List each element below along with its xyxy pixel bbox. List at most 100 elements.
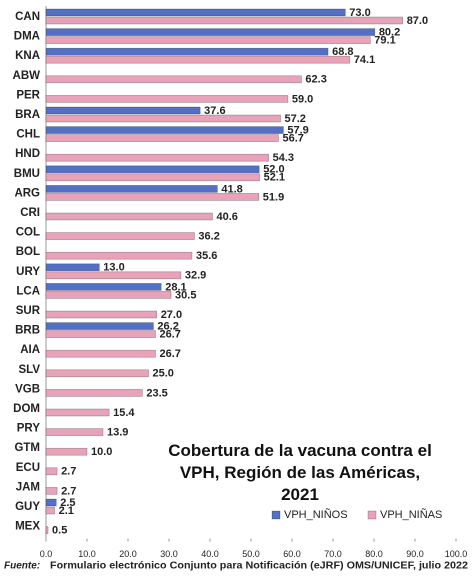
bar [45, 153, 269, 162]
value-label: 10.0 [91, 446, 112, 458]
bar [45, 55, 351, 64]
y-tick-label: AIA [20, 344, 40, 356]
value-label: 52.0 [263, 164, 284, 176]
bar [45, 251, 193, 260]
value-label: 2.7 [61, 485, 76, 497]
value-label: 73.0 [349, 7, 370, 19]
source-label: Fuente: [4, 561, 40, 572]
bar [45, 28, 376, 36]
x-tick-label: 50.0 [242, 549, 260, 559]
y-tick-label: SLV [18, 364, 40, 376]
bar [45, 75, 302, 84]
y-tick-label: URY [16, 266, 40, 278]
x-tick-label: 60.0 [283, 549, 301, 559]
bar [45, 134, 279, 142]
y-tick-label: DOM [13, 403, 40, 415]
source: Formulario electrónico Conjunto para Not… [50, 561, 468, 572]
bar [45, 408, 110, 417]
value-label: 27.0 [161, 309, 182, 321]
bar [45, 126, 284, 134]
value-label: 26.7 [159, 329, 180, 341]
bar [45, 271, 182, 280]
value-label: 0.5 [52, 525, 67, 537]
x-tick-label: 80.0 [365, 549, 383, 559]
value-label: 68.8 [332, 46, 353, 58]
value-label: 52.1 [264, 172, 285, 184]
bar [45, 36, 371, 44]
value-label: 59.0 [292, 93, 313, 105]
value-label: 37.6 [204, 105, 225, 117]
y-tick-label: COL [16, 227, 40, 239]
bar [45, 173, 260, 182]
bar [45, 291, 172, 299]
bar [45, 428, 104, 436]
y-tick-label: SUR [16, 305, 41, 317]
value-label: 56.7 [282, 133, 303, 145]
legend-swatch [367, 510, 377, 520]
bar [45, 330, 156, 338]
bar [45, 447, 88, 456]
bar [45, 95, 289, 103]
bar [45, 8, 346, 17]
value-label: 15.4 [113, 407, 135, 419]
value-label: 51.9 [263, 191, 284, 203]
bar [45, 232, 195, 240]
y-tick-label: JAM [16, 481, 40, 493]
x-tick-label: 10.0 [78, 549, 96, 559]
bar [45, 106, 201, 115]
bar [45, 506, 55, 515]
y-tick-label: MEX [15, 521, 40, 533]
x-tick-label: 40.0 [201, 549, 219, 559]
y-tick-label: GUY [15, 501, 40, 513]
value-label: 41.8 [221, 183, 242, 195]
bar [45, 263, 100, 272]
bar [45, 212, 213, 221]
y-tick-label: ABW [13, 70, 41, 82]
y-tick-label: PRY [17, 423, 41, 435]
chart-title: Cobertura de la vacuna contra el VPH, Re… [168, 441, 432, 504]
value-label: 28.1 [165, 281, 186, 293]
bar [45, 193, 260, 201]
bar [45, 389, 143, 397]
y-tick-label: BRB [15, 325, 40, 337]
value-label: 80.2 [379, 27, 400, 39]
bar [45, 322, 154, 330]
x-tick-label: 70.0 [324, 549, 342, 559]
value-label: 26.7 [159, 348, 180, 360]
bar [45, 369, 149, 378]
y-tick-label: HND [15, 148, 40, 160]
value-label: 62.3 [305, 74, 326, 86]
bar [45, 467, 58, 476]
x-tick-label: 20.0 [119, 549, 137, 559]
y-tick-label: LCA [16, 285, 40, 297]
y-tick-label: KNA [15, 50, 40, 62]
value-label: 35.6 [196, 250, 217, 262]
value-label: 2.5 [60, 497, 75, 509]
y-tick-label: CRI [20, 207, 40, 219]
value-label: 30.5 [175, 289, 196, 301]
legend-label: VPH_NIÑAS [380, 508, 442, 521]
value-label: 36.2 [198, 231, 219, 243]
bar [45, 310, 157, 319]
y-tick-label: DMA [14, 31, 40, 43]
value-label: 32.9 [185, 270, 206, 282]
y-tick-label: CHL [16, 129, 40, 141]
x-tick-label: 100.0 [445, 549, 468, 559]
value-label: 26.2 [157, 321, 178, 333]
legend-swatch [271, 510, 281, 520]
bar [45, 526, 49, 534]
bar [45, 114, 281, 123]
bar [45, 185, 218, 193]
y-tick-label: PER [16, 89, 40, 101]
value-label: 54.3 [273, 152, 294, 164]
value-label: 2.1 [59, 505, 74, 517]
bar [45, 349, 156, 358]
y-tick-label: GTM [14, 442, 40, 454]
x-tick-label: 30.0 [160, 549, 178, 559]
y-tick-label: CAN [15, 11, 40, 23]
value-label: 23.5 [146, 387, 167, 399]
x-tick-label: 0.0 [40, 549, 53, 559]
legend-label: VPH_NIÑOS [284, 508, 348, 521]
bar [45, 16, 404, 25]
